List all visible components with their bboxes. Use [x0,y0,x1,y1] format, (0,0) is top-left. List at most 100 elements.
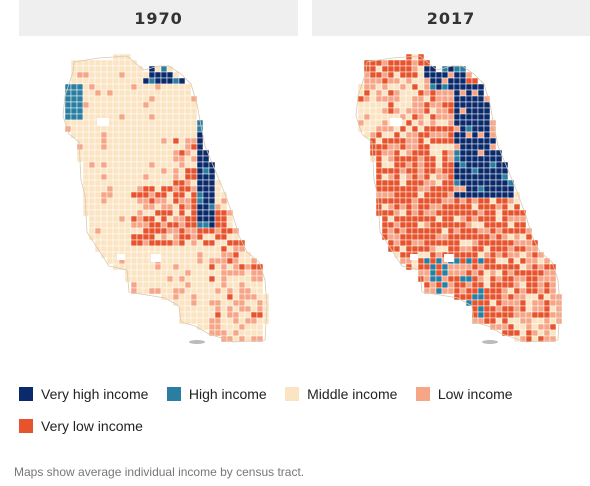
census-tract [459,245,467,253]
census-tract [411,185,419,193]
census-tract [471,251,479,259]
census-tract [417,101,425,109]
census-tract [459,293,467,301]
census-tract [411,203,419,211]
census-tract [447,245,455,253]
census-tract [549,323,557,331]
census-tract [130,71,138,79]
census-tract [106,83,114,91]
census-tract [154,77,162,85]
census-tract [471,107,479,115]
census-tract [417,185,425,193]
census-tract [250,323,258,331]
census-tract [387,71,395,79]
census-tract [537,311,545,319]
census-tract [435,233,443,241]
census-tract [178,167,186,175]
census-tract [178,107,186,115]
census-tract [411,143,419,151]
census-tract [423,143,431,151]
census-tract [106,71,114,79]
census-tract [465,209,473,217]
census-tract [88,65,96,73]
census-tract [519,317,527,325]
census-tract [100,215,108,223]
census-tract [136,137,144,145]
census-tract [100,143,108,151]
census-tract [381,77,389,85]
census-tract [208,287,216,295]
census-tract [136,101,144,109]
census-tract [453,215,461,223]
census-tract [100,167,108,175]
census-tract [82,89,90,97]
census-tract [513,203,521,211]
census-tract [435,131,443,139]
census-tract [441,95,449,103]
census-tract [124,113,132,121]
census-tract [160,227,168,235]
census-tract [435,77,443,85]
census-tract [411,149,419,157]
census-tract [375,155,383,163]
census-tract [363,131,371,139]
census-tract [471,149,479,157]
census-tract [453,233,461,241]
census-tract [190,227,198,235]
census-tract [483,305,491,313]
census-tract [118,89,126,97]
census-tract [399,221,407,229]
census-tract [130,239,138,247]
census-tract [423,281,431,289]
census-tract [465,257,473,265]
census-tract [142,173,150,181]
census-tract [369,131,377,139]
census-tract [94,101,102,109]
census-tract [106,191,114,199]
census-tract [507,233,515,241]
census-tract [178,293,186,301]
census-tract [387,185,395,193]
census-tract [501,227,509,235]
census-tract [465,191,473,199]
census-tract [124,143,132,151]
census-tract [142,113,150,121]
census-tract [214,197,222,205]
census-tract [531,281,539,289]
census-tract [142,71,150,79]
census-tract [471,263,479,271]
census-tract [232,233,240,241]
census-tract [393,215,401,223]
census-tract [549,311,557,319]
census-tract [190,185,198,193]
census-tract [417,119,425,127]
census-tract [483,227,491,235]
census-tract [100,191,108,199]
census-tract [429,155,437,163]
census-tract [196,263,204,271]
census-tract [202,323,210,331]
census-tract [471,191,479,199]
census-tract [429,137,437,145]
census-tract [435,179,443,187]
census-tract [495,239,503,247]
census-tract [250,275,258,283]
census-tract [441,215,449,223]
census-tract [172,89,180,97]
census-tract [453,71,461,79]
census-tract [459,137,467,145]
census-tract [178,155,186,163]
census-tract [172,113,180,121]
census-tract [465,293,473,301]
census-tract [537,305,545,313]
census-tract [88,221,96,229]
census-tract [477,191,485,199]
census-tract [202,221,210,229]
census-tract [112,161,120,169]
census-tract [543,329,551,337]
census-tract [501,191,509,199]
census-tract [477,227,485,235]
census-tract [106,233,114,241]
census-tract [483,137,491,145]
census-tract [184,257,192,265]
